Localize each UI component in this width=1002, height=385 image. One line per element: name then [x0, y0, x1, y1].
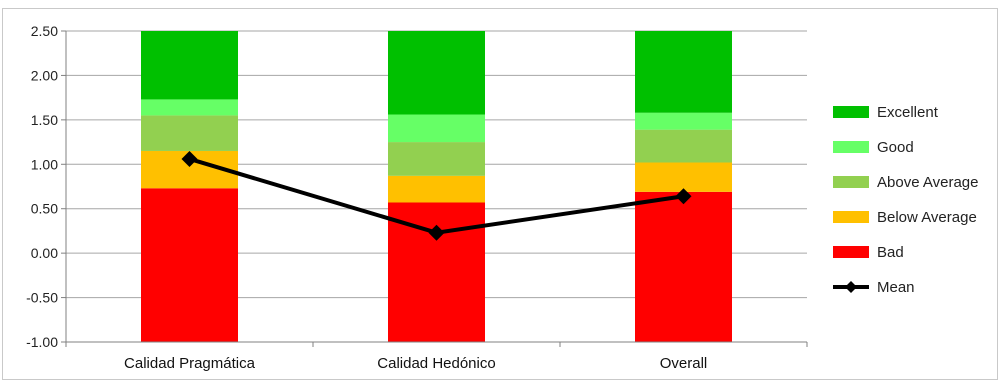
x-category-label: Calidad Hedónico — [377, 355, 495, 372]
bars — [141, 31, 732, 342]
legend-swatch — [833, 246, 869, 258]
legend: Excellent Good Above Average Below Average B… — [833, 104, 978, 296]
y-tick-label: -0.50 — [26, 290, 58, 306]
legend-label: Good — [877, 139, 914, 156]
y-tick-label: 2.50 — [31, 23, 58, 39]
bar-excellent — [388, 31, 485, 115]
bar-above-average — [388, 142, 485, 176]
mean-point — [428, 224, 445, 241]
x-category-label: Calidad Pragmática — [124, 355, 256, 372]
bar-good — [388, 114, 485, 143]
legend-label: Above Average — [877, 174, 978, 191]
y-tick-label: 0.50 — [31, 201, 58, 217]
legend-swatch — [833, 141, 869, 153]
bar-bad — [635, 191, 732, 342]
legend-label: Below Average — [877, 209, 977, 226]
bar-excellent — [141, 31, 238, 100]
chart-frame: 2.50 2.00 1.50 1.00 0.50 0.00 -0.50 -1.00 Calida… — [2, 8, 998, 380]
legend-swatch — [833, 176, 869, 188]
y-tick-label: 1.50 — [31, 112, 58, 128]
x-category-label: Overall — [660, 355, 708, 372]
mean-line-layer — [181, 150, 692, 241]
bar-below-average — [388, 175, 485, 203]
bar-good — [635, 112, 732, 130]
bar-above-average — [635, 129, 732, 163]
legend-label: Mean — [877, 279, 915, 296]
bar-bad — [141, 188, 238, 342]
y-tick-label: 0.00 — [31, 245, 58, 261]
bar-above-average — [141, 115, 238, 151]
bar-excellent — [635, 31, 732, 113]
stacked-bar-chart: 2.50 2.00 1.50 1.00 0.50 0.00 -0.50 -1.00 Calida… — [26, 23, 978, 372]
legend-swatch — [833, 106, 869, 118]
bar-below-average — [635, 162, 732, 192]
mean-point — [181, 150, 198, 167]
y-tick-label: 1.00 — [31, 156, 58, 172]
axes: 2.50 2.00 1.50 1.00 0.50 0.00 -0.50 -1.00 Calida… — [26, 23, 808, 372]
legend-label: Bad — [877, 244, 904, 261]
legend-label: Excellent — [877, 104, 939, 121]
mean-point — [675, 188, 692, 205]
y-tick-label: -1.00 — [26, 334, 58, 350]
legend-swatch — [833, 211, 869, 223]
y-tick-label: 2.00 — [31, 67, 58, 83]
bar-good — [141, 99, 238, 116]
legend-mean-marker — [845, 281, 857, 293]
